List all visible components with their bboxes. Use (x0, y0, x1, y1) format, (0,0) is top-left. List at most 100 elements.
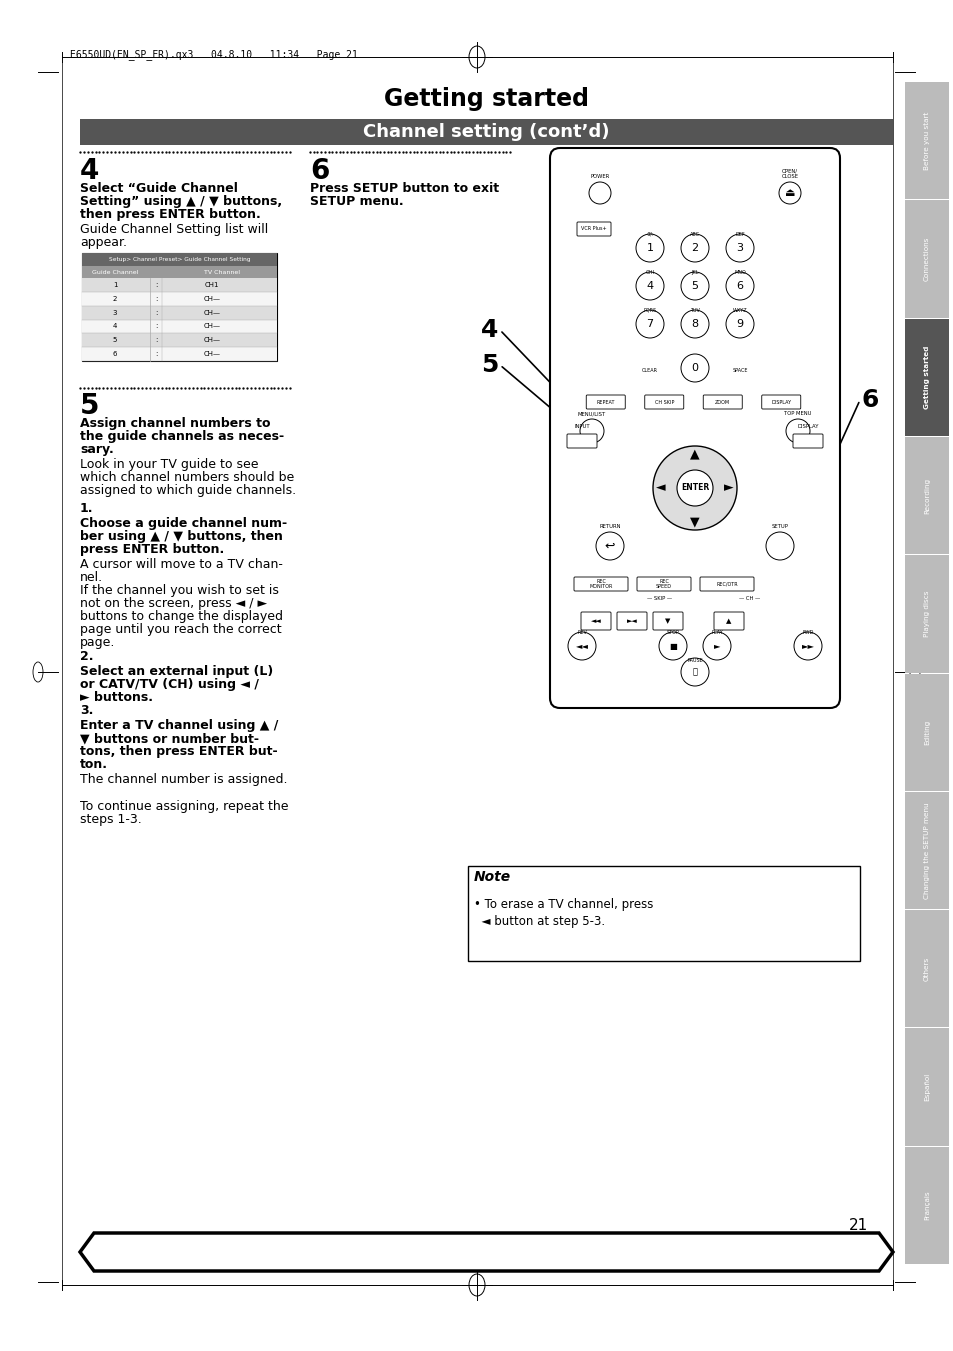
Circle shape (725, 272, 753, 300)
FancyBboxPatch shape (577, 222, 610, 236)
Text: PLAY: PLAY (710, 630, 722, 635)
Text: 3: 3 (736, 243, 742, 253)
FancyBboxPatch shape (82, 305, 276, 319)
Text: 1.: 1. (80, 503, 93, 515)
Text: E6550UD(EN_SP_FR).qx3   04.8.10   11:34   Page 21: E6550UD(EN_SP_FR).qx3 04.8.10 11:34 Page… (70, 49, 357, 59)
FancyBboxPatch shape (82, 253, 276, 361)
Text: Press SETUP button to exit: Press SETUP button to exit (310, 182, 498, 195)
Text: Playing discs: Playing discs (923, 590, 929, 638)
Text: 4: 4 (480, 317, 497, 342)
Text: ▼: ▼ (664, 617, 670, 624)
Text: ► buttons.: ► buttons. (80, 690, 152, 704)
FancyBboxPatch shape (904, 555, 948, 673)
Text: 8: 8 (691, 319, 698, 330)
Text: CH—: CH— (203, 323, 220, 330)
Text: REV: REV (577, 630, 586, 635)
Text: REPEAT: REPEAT (596, 400, 615, 404)
Text: :: : (154, 309, 157, 316)
FancyBboxPatch shape (617, 612, 646, 630)
Text: Setting” using ▲ / ▼ buttons,: Setting” using ▲ / ▼ buttons, (80, 195, 282, 208)
FancyBboxPatch shape (904, 1147, 948, 1265)
Text: MNO: MNO (734, 270, 745, 276)
Text: ◄ button at step 5-3.: ◄ button at step 5-3. (474, 915, 604, 928)
FancyBboxPatch shape (580, 612, 610, 630)
Text: 7: 7 (646, 319, 653, 330)
Text: ◄◄: ◄◄ (575, 642, 588, 650)
FancyBboxPatch shape (713, 612, 743, 630)
FancyBboxPatch shape (904, 436, 948, 554)
Text: • To erase a TV channel, press: • To erase a TV channel, press (474, 898, 653, 911)
Text: REC
MONITOR: REC MONITOR (589, 578, 612, 589)
FancyBboxPatch shape (904, 792, 948, 909)
Text: ①/:: ①/: (645, 232, 653, 236)
Text: ⏸: ⏸ (692, 667, 697, 677)
Text: page.: page. (80, 636, 115, 648)
FancyBboxPatch shape (792, 434, 822, 449)
FancyBboxPatch shape (82, 253, 276, 266)
FancyBboxPatch shape (566, 434, 597, 449)
Text: 2: 2 (691, 243, 698, 253)
Circle shape (765, 532, 793, 561)
Circle shape (588, 182, 610, 204)
Text: PAUSE: PAUSE (686, 658, 702, 663)
Text: CH—: CH— (203, 296, 220, 301)
Text: CLEAR: CLEAR (641, 369, 658, 373)
Text: 6: 6 (862, 388, 879, 412)
FancyBboxPatch shape (82, 319, 276, 334)
Text: nel.: nel. (80, 571, 103, 584)
Text: ↩: ↩ (604, 539, 615, 553)
Text: which channel numbers should be: which channel numbers should be (80, 471, 294, 484)
Circle shape (579, 419, 603, 443)
Circle shape (636, 234, 663, 262)
Text: assigned to which guide channels.: assigned to which guide channels. (80, 484, 295, 497)
Circle shape (659, 632, 686, 661)
Text: RETURN: RETURN (598, 524, 620, 530)
Text: — SKIP —: — SKIP — (647, 596, 672, 600)
Text: sary.: sary. (80, 443, 113, 457)
Text: Before you start: Before you start (923, 112, 929, 170)
Circle shape (725, 234, 753, 262)
Text: DISPLAY: DISPLAY (770, 400, 790, 404)
Text: 4: 4 (112, 323, 117, 330)
Text: Select an external input (L): Select an external input (L) (80, 665, 273, 678)
Text: ENTER: ENTER (680, 484, 708, 493)
Text: ■: ■ (668, 642, 677, 650)
FancyBboxPatch shape (760, 394, 800, 409)
Text: Setup> Channel Preset> Guide Channel Setting: Setup> Channel Preset> Guide Channel Set… (109, 257, 250, 262)
Text: TOP MENU: TOP MENU (783, 411, 811, 416)
Text: Others: Others (923, 957, 929, 981)
Text: FWD: FWD (801, 630, 813, 635)
Text: INPUT: INPUT (574, 423, 589, 428)
FancyBboxPatch shape (82, 347, 276, 361)
Circle shape (680, 658, 708, 686)
FancyBboxPatch shape (574, 577, 627, 590)
Circle shape (702, 632, 730, 661)
Circle shape (652, 446, 737, 530)
Text: press ENTER button.: press ENTER button. (80, 543, 224, 557)
Text: WXYZ: WXYZ (732, 308, 746, 313)
Text: Choose a guide channel num-: Choose a guide channel num- (80, 517, 287, 530)
Text: 5: 5 (80, 392, 99, 420)
Circle shape (567, 632, 596, 661)
Text: ◄◄: ◄◄ (590, 617, 600, 624)
FancyBboxPatch shape (904, 674, 948, 790)
Text: DISPLAY: DISPLAY (797, 423, 818, 428)
Circle shape (680, 309, 708, 338)
Text: VCR Plus+: VCR Plus+ (580, 227, 606, 231)
Text: 1: 1 (646, 243, 653, 253)
Text: Enter a TV channel using ▲ /: Enter a TV channel using ▲ / (80, 719, 278, 732)
Text: ton.: ton. (80, 758, 108, 771)
Circle shape (677, 470, 712, 507)
Text: CH—: CH— (203, 351, 220, 357)
Text: REC/OTR: REC/OTR (716, 581, 737, 586)
Text: Recording: Recording (923, 477, 929, 513)
Text: 3.: 3. (80, 704, 93, 717)
Text: Guide Channel: Guide Channel (91, 269, 138, 274)
Circle shape (785, 419, 809, 443)
Polygon shape (80, 1233, 892, 1271)
Text: JKL: JKL (691, 270, 698, 276)
Text: STOP: STOP (666, 630, 679, 635)
Text: steps 1-3.: steps 1-3. (80, 813, 142, 825)
Text: the guide channels as neces-: the guide channels as neces- (80, 430, 284, 443)
Text: A cursor will move to a TV chan-: A cursor will move to a TV chan- (80, 558, 283, 571)
